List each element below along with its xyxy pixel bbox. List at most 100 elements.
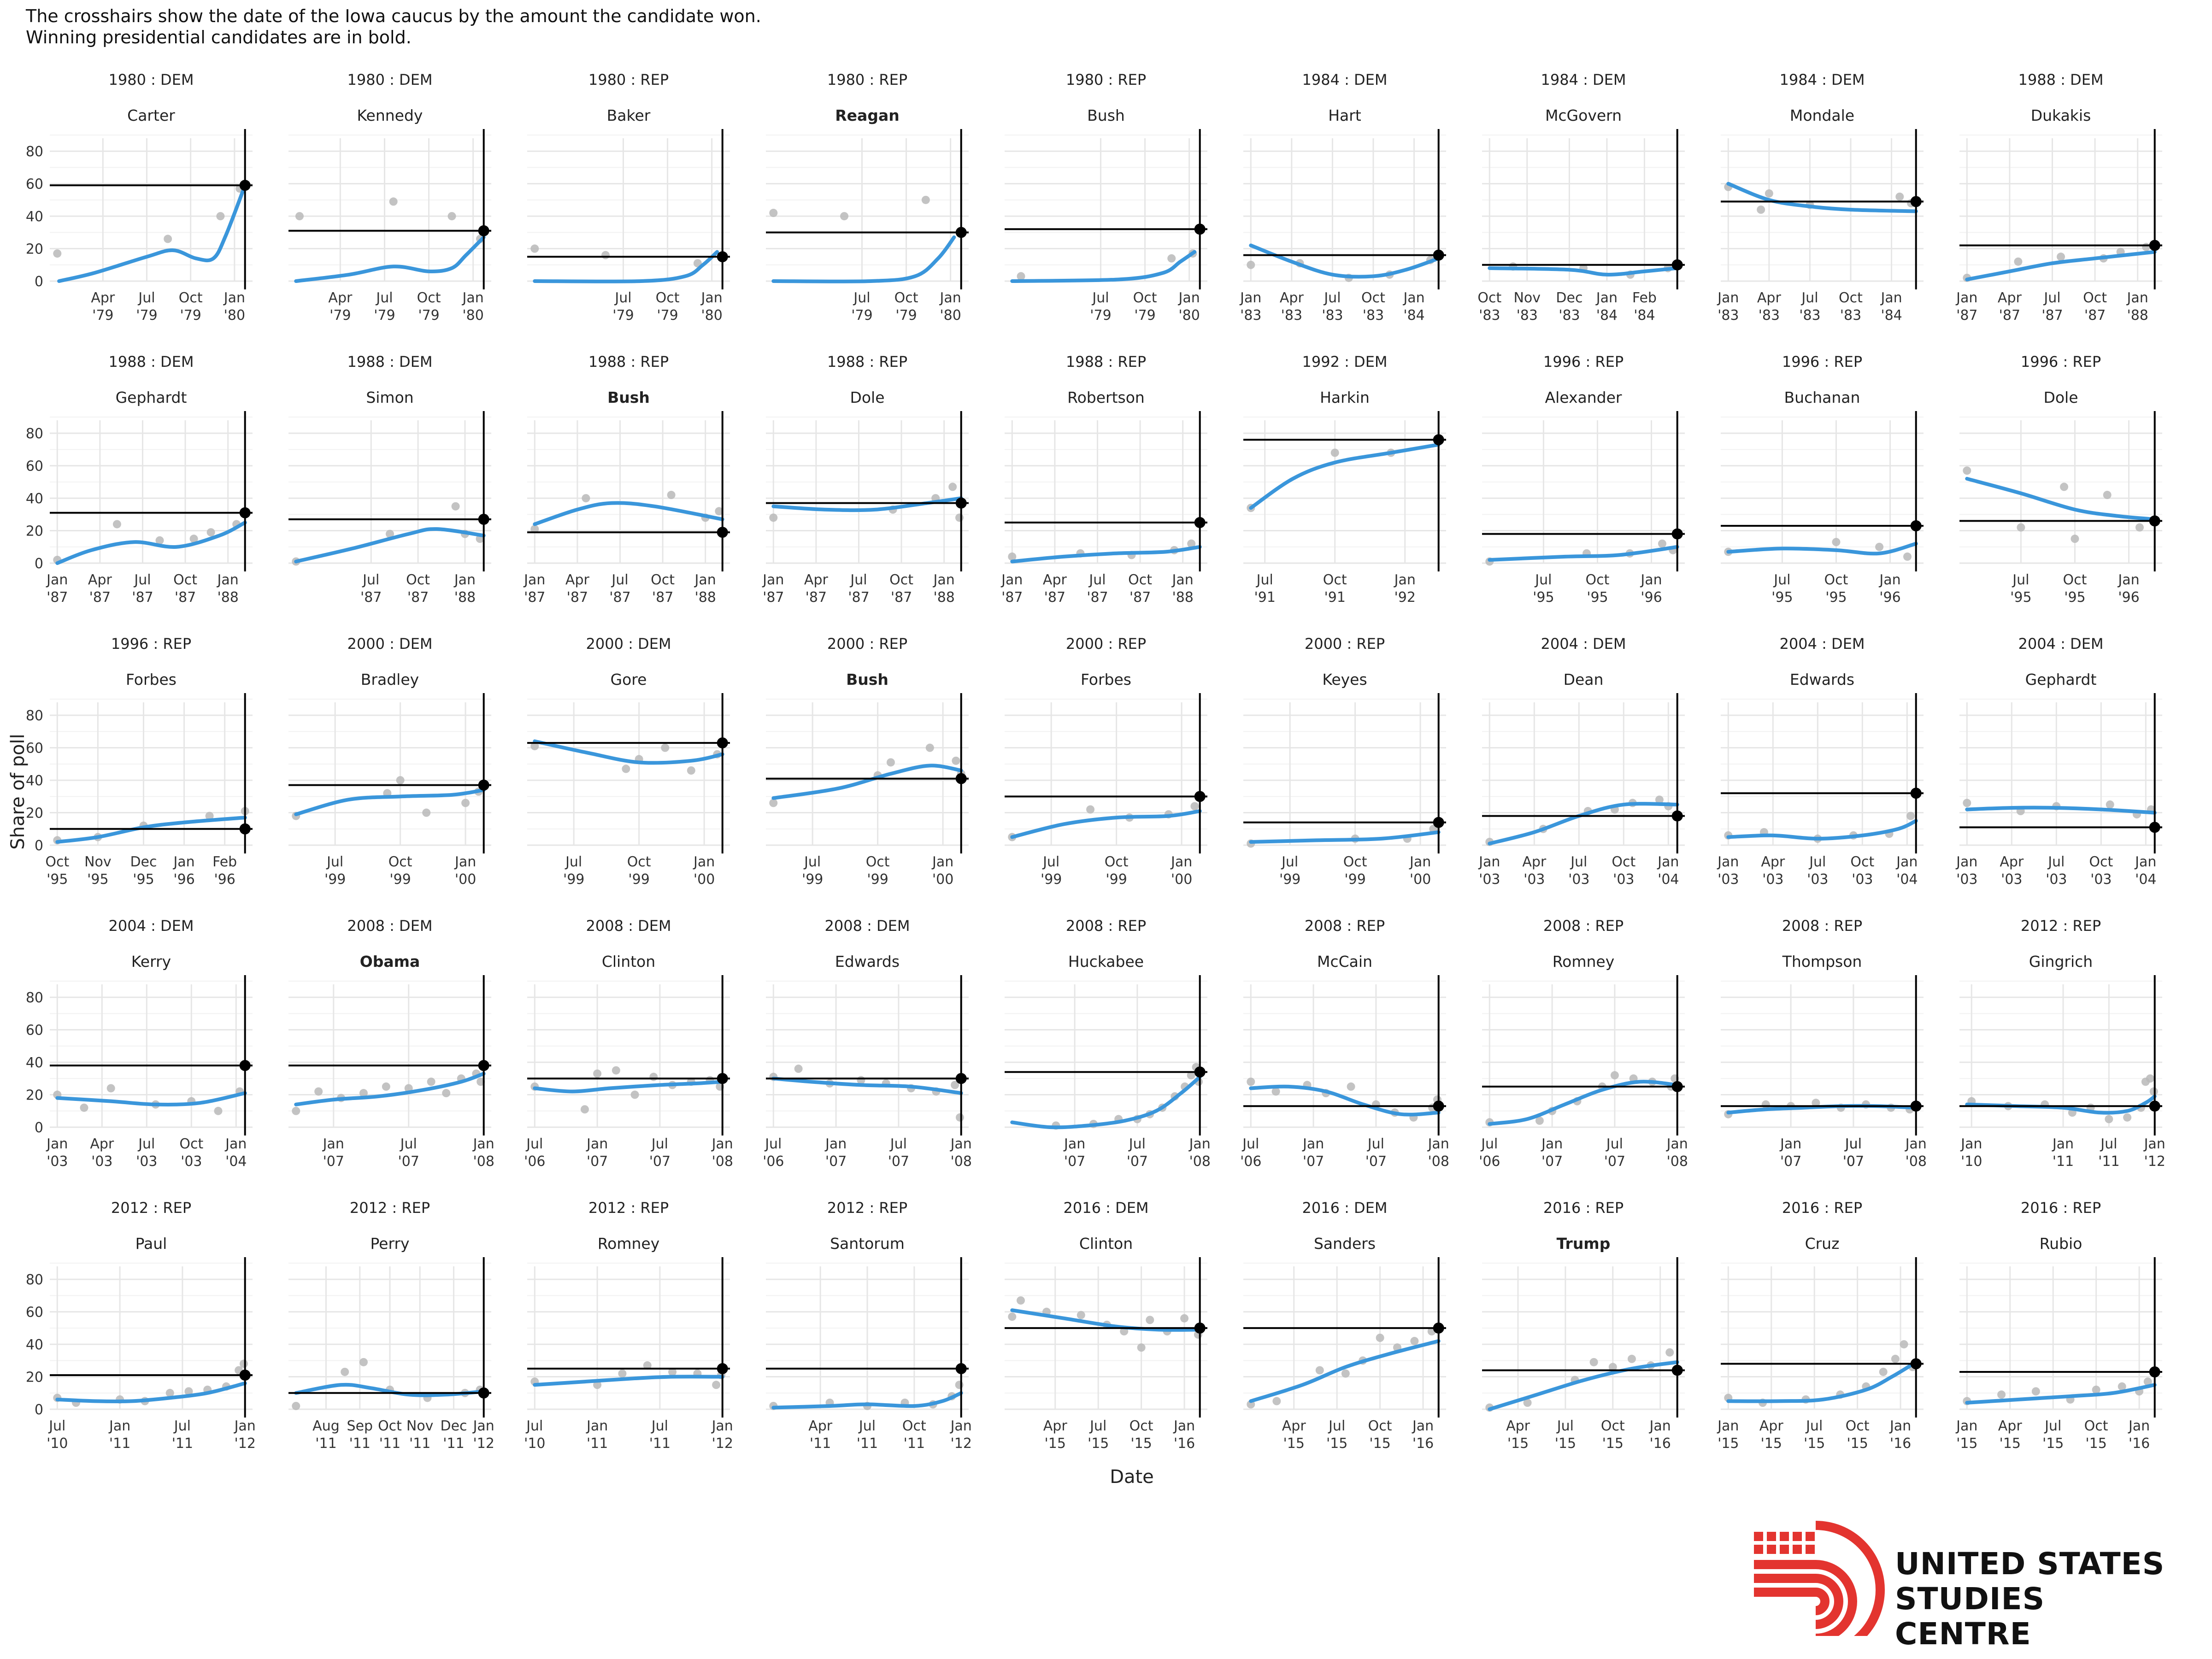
poll-point — [667, 491, 676, 500]
x-tick-label: '08 — [1189, 1153, 1210, 1170]
x-tick-label: '15 — [1130, 1435, 1152, 1452]
y-tick-label: 80 — [26, 708, 43, 724]
candidate-name: Harkin — [1320, 388, 1370, 406]
poll-point — [1077, 1311, 1085, 1319]
x-tick-label: '83 — [1799, 307, 1820, 324]
x-tick-label: Jan — [454, 854, 476, 870]
trend-line — [1010, 1308, 1202, 1332]
panel-header: 2004 : DEM — [1541, 635, 1626, 653]
x-tick-label: '10 — [47, 1435, 68, 1452]
poll-point — [952, 756, 960, 765]
x-tick-label: Apr — [804, 572, 829, 588]
poll-point — [1271, 1087, 1280, 1096]
x-tick-label: Jan — [586, 1418, 608, 1434]
poll-point — [2017, 523, 2025, 532]
trend-line — [1965, 477, 2157, 521]
x-tick-label: '07 — [587, 1153, 608, 1170]
poll-point — [295, 212, 304, 221]
x-tick-label: Apr — [2000, 854, 2024, 870]
ussc-logo-text: UNITED STATES STUDIES CENTRE — [1895, 1547, 2166, 1652]
x-tick-label: Jul — [1773, 572, 1790, 588]
candidate-name: Sanders — [1314, 1235, 1376, 1253]
poll-point — [1891, 1354, 1900, 1363]
x-tick-label: '92 — [1394, 589, 1416, 606]
x-tick-label: Jul — [1241, 1136, 1259, 1152]
trend-line — [1010, 1075, 1202, 1130]
poll-point — [1963, 466, 1971, 475]
x-tick-label: '83 — [1840, 307, 1861, 324]
caption-line-2: Winning presidential candidates are in b… — [26, 27, 412, 47]
x-tick-label: Jan — [1302, 1136, 1324, 1152]
y-tick-label: 60 — [26, 741, 43, 757]
x-tick-label: '99 — [1344, 871, 1365, 888]
poll-point — [1180, 1314, 1189, 1323]
x-tick-label: Jul — [1089, 1418, 1106, 1434]
x-tick-label: Oct — [1612, 854, 1635, 870]
panel-header: 2004 : DEM — [108, 917, 194, 935]
poll-point — [80, 1103, 88, 1112]
panel-header: 2000 : REP — [1305, 635, 1385, 653]
x-tick-label: Nov — [406, 1418, 434, 1434]
poll-point — [601, 251, 610, 259]
trend-line — [1965, 1094, 2157, 1115]
x-tick-label: '11 — [904, 1435, 925, 1452]
x-tick-label: '03 — [1852, 871, 1873, 888]
x-tick-label: '83 — [1718, 307, 1739, 324]
x-tick-label: '11 — [443, 1435, 464, 1452]
x-tick-label: Jul — [362, 572, 379, 588]
x-tick-label: Jan — [1171, 572, 1194, 588]
poll-point — [630, 1090, 639, 1099]
panel-header: 2012 : REP — [588, 1199, 669, 1217]
poll-point — [2146, 1074, 2154, 1083]
poll-point — [184, 1387, 193, 1396]
poll-point — [1610, 1071, 1619, 1080]
x-tick-label: Oct — [378, 1418, 402, 1434]
caucus-result-point — [955, 1073, 967, 1084]
x-tick-label: Oct — [1824, 572, 1848, 588]
x-tick-label: Jul — [133, 572, 151, 588]
x-tick-label: Jan — [1178, 290, 1200, 306]
x-tick-label: Jan — [700, 290, 723, 306]
x-tick-label: Jan — [1427, 1136, 1449, 1152]
caucus-result-point — [1194, 224, 1206, 235]
x-tick-label: Jan — [2117, 572, 2139, 588]
x-tick-label: Jan — [1649, 1418, 1671, 1434]
x-tick-label: Oct — [651, 572, 675, 588]
poll-point — [925, 743, 934, 752]
caucus-result-point — [1671, 259, 1683, 271]
y-tick-label: 0 — [35, 274, 43, 290]
x-tick-label: '06 — [524, 1153, 545, 1170]
candidate-name: Clinton — [602, 953, 655, 971]
panel-36: 2012 : REPGingrichJan'10Jan'11Jul'11Jan'… — [1959, 917, 2165, 1170]
x-tick-label: Jan — [1717, 854, 1739, 870]
poll-point — [1906, 812, 1915, 820]
x-tick-label: Jan — [46, 1136, 68, 1152]
x-tick-label: '87 — [132, 589, 153, 606]
x-tick-label: Jan — [217, 572, 239, 588]
x-tick-label: Jul — [1088, 572, 1106, 588]
caucus-result-point — [1671, 1081, 1683, 1092]
x-tick-label: Jan — [762, 572, 784, 588]
caucus-result-point — [1433, 1100, 1444, 1112]
x-tick-label: Jan — [1409, 854, 1431, 870]
x-tick-label: '03 — [1524, 871, 1545, 888]
x-tick-label: '11 — [587, 1435, 608, 1452]
poll-point — [427, 1077, 435, 1086]
poll-point — [2142, 243, 2151, 252]
candidate-name: Cruz — [1805, 1235, 1840, 1253]
trend-line — [55, 816, 247, 844]
poll-point — [1315, 1366, 1324, 1375]
panel-26: 2004 : DEMEdwardsJan'03Apr'03Jul'03Oct'0… — [1717, 635, 1924, 888]
trend-line — [55, 520, 247, 565]
x-tick-label: Jul — [1367, 1136, 1384, 1152]
poll-point — [955, 513, 964, 522]
x-tick-label: Apr — [1522, 854, 1547, 870]
x-tick-label: Jul — [1844, 1136, 1862, 1152]
x-tick-label: '83 — [1240, 307, 1261, 324]
poll-point — [2014, 257, 2023, 266]
